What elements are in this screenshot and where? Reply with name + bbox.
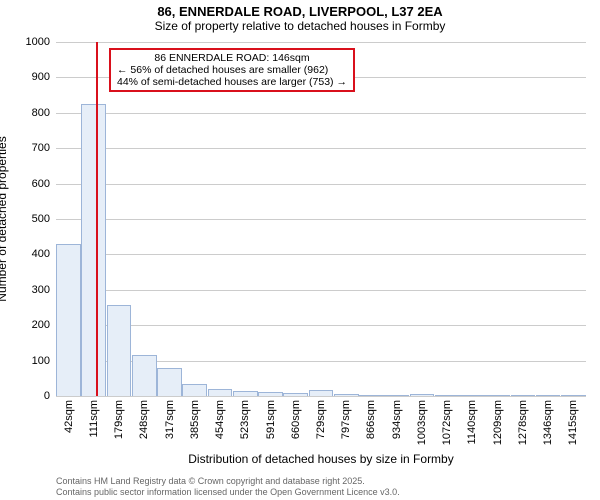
gridline [56, 113, 586, 114]
y-tick-label: 0 [0, 390, 50, 402]
property-marker-line [96, 42, 98, 396]
x-tick-label: 866sqm [365, 400, 377, 439]
x-tick-label: 1003sqm [416, 400, 428, 445]
gridline [56, 396, 586, 397]
histogram-bar [182, 384, 207, 396]
gridline [56, 219, 586, 220]
histogram-chart: 86, ENNERDALE ROAD, LIVERPOOL, L37 2EA S… [0, 0, 600, 500]
x-tick-label: 317sqm [164, 400, 176, 439]
y-tick-label: 100 [0, 355, 50, 367]
y-tick-label: 900 [0, 71, 50, 83]
y-tick-label: 800 [0, 107, 50, 119]
gridline [56, 325, 586, 326]
x-tick-label: 1415sqm [567, 400, 579, 445]
gridline [56, 42, 586, 43]
histogram-bar [132, 355, 157, 396]
x-tick-label: 1209sqm [492, 400, 504, 445]
x-tick-label: 179sqm [113, 400, 125, 439]
histogram-bar [233, 391, 258, 396]
x-tick-label: 1140sqm [466, 400, 478, 444]
histogram-bar [157, 368, 182, 396]
chart-title: 86, ENNERDALE ROAD, LIVERPOOL, L37 2EA [0, 0, 600, 19]
footer-line: Contains HM Land Registry data © Crown c… [56, 476, 400, 487]
histogram-bar [359, 395, 384, 396]
histogram-bar [208, 389, 233, 396]
histogram-bar [511, 395, 536, 396]
histogram-bar [334, 394, 359, 396]
x-tick-label: 660sqm [290, 400, 302, 439]
histogram-bar [485, 395, 510, 396]
x-axis-title: Distribution of detached houses by size … [56, 452, 586, 466]
x-tick-label: 797sqm [340, 400, 352, 439]
histogram-bar [283, 393, 308, 396]
histogram-bar [410, 394, 435, 396]
x-tick-label: 591sqm [265, 400, 277, 439]
chart-subtitle: Size of property relative to detached ho… [0, 19, 600, 33]
histogram-bar [309, 390, 334, 396]
y-tick-label: 500 [0, 213, 50, 225]
x-tick-label: 248sqm [138, 400, 150, 439]
plot-area: 86 ENNERDALE ROAD: 146sqm← 56% of detach… [56, 42, 586, 396]
x-tick-label: 729sqm [315, 400, 327, 439]
y-tick-label: 600 [0, 178, 50, 190]
annotation-line: ← 56% of detached houses are smaller (96… [117, 64, 347, 76]
histogram-bar [561, 395, 586, 396]
gridline [56, 184, 586, 185]
histogram-bar [107, 305, 132, 396]
y-tick-label: 700 [0, 142, 50, 154]
x-tick-label: 111sqm [88, 400, 100, 438]
histogram-bar [460, 395, 485, 396]
y-tick-label: 300 [0, 284, 50, 296]
x-tick-label: 42sqm [63, 400, 75, 433]
x-tick-label: 1346sqm [542, 400, 554, 445]
gridline [56, 290, 586, 291]
annotation-line: 86 ENNERDALE ROAD: 146sqm [117, 52, 347, 64]
footer-attribution: Contains HM Land Registry data © Crown c… [56, 476, 400, 498]
annotation-box: 86 ENNERDALE ROAD: 146sqm← 56% of detach… [109, 48, 355, 92]
histogram-bar [258, 392, 283, 396]
x-tick-label: 454sqm [214, 400, 226, 439]
histogram-bar [81, 104, 106, 396]
x-tick-label: 523sqm [239, 400, 251, 439]
y-tick-label: 1000 [0, 36, 50, 48]
annotation-line: 44% of semi-detached houses are larger (… [117, 76, 347, 88]
gridline [56, 148, 586, 149]
histogram-bar [384, 395, 409, 396]
footer-line: Contains public sector information licen… [56, 487, 400, 498]
x-tick-label: 385sqm [189, 400, 201, 439]
gridline [56, 254, 586, 255]
x-tick-label: 1278sqm [517, 400, 529, 445]
histogram-bar [56, 244, 81, 396]
histogram-bar [435, 395, 460, 396]
y-tick-label: 200 [0, 319, 50, 331]
histogram-bar [536, 395, 561, 396]
x-tick-label: 934sqm [391, 400, 403, 439]
y-tick-label: 400 [0, 248, 50, 260]
x-tick-label: 1072sqm [441, 400, 453, 445]
